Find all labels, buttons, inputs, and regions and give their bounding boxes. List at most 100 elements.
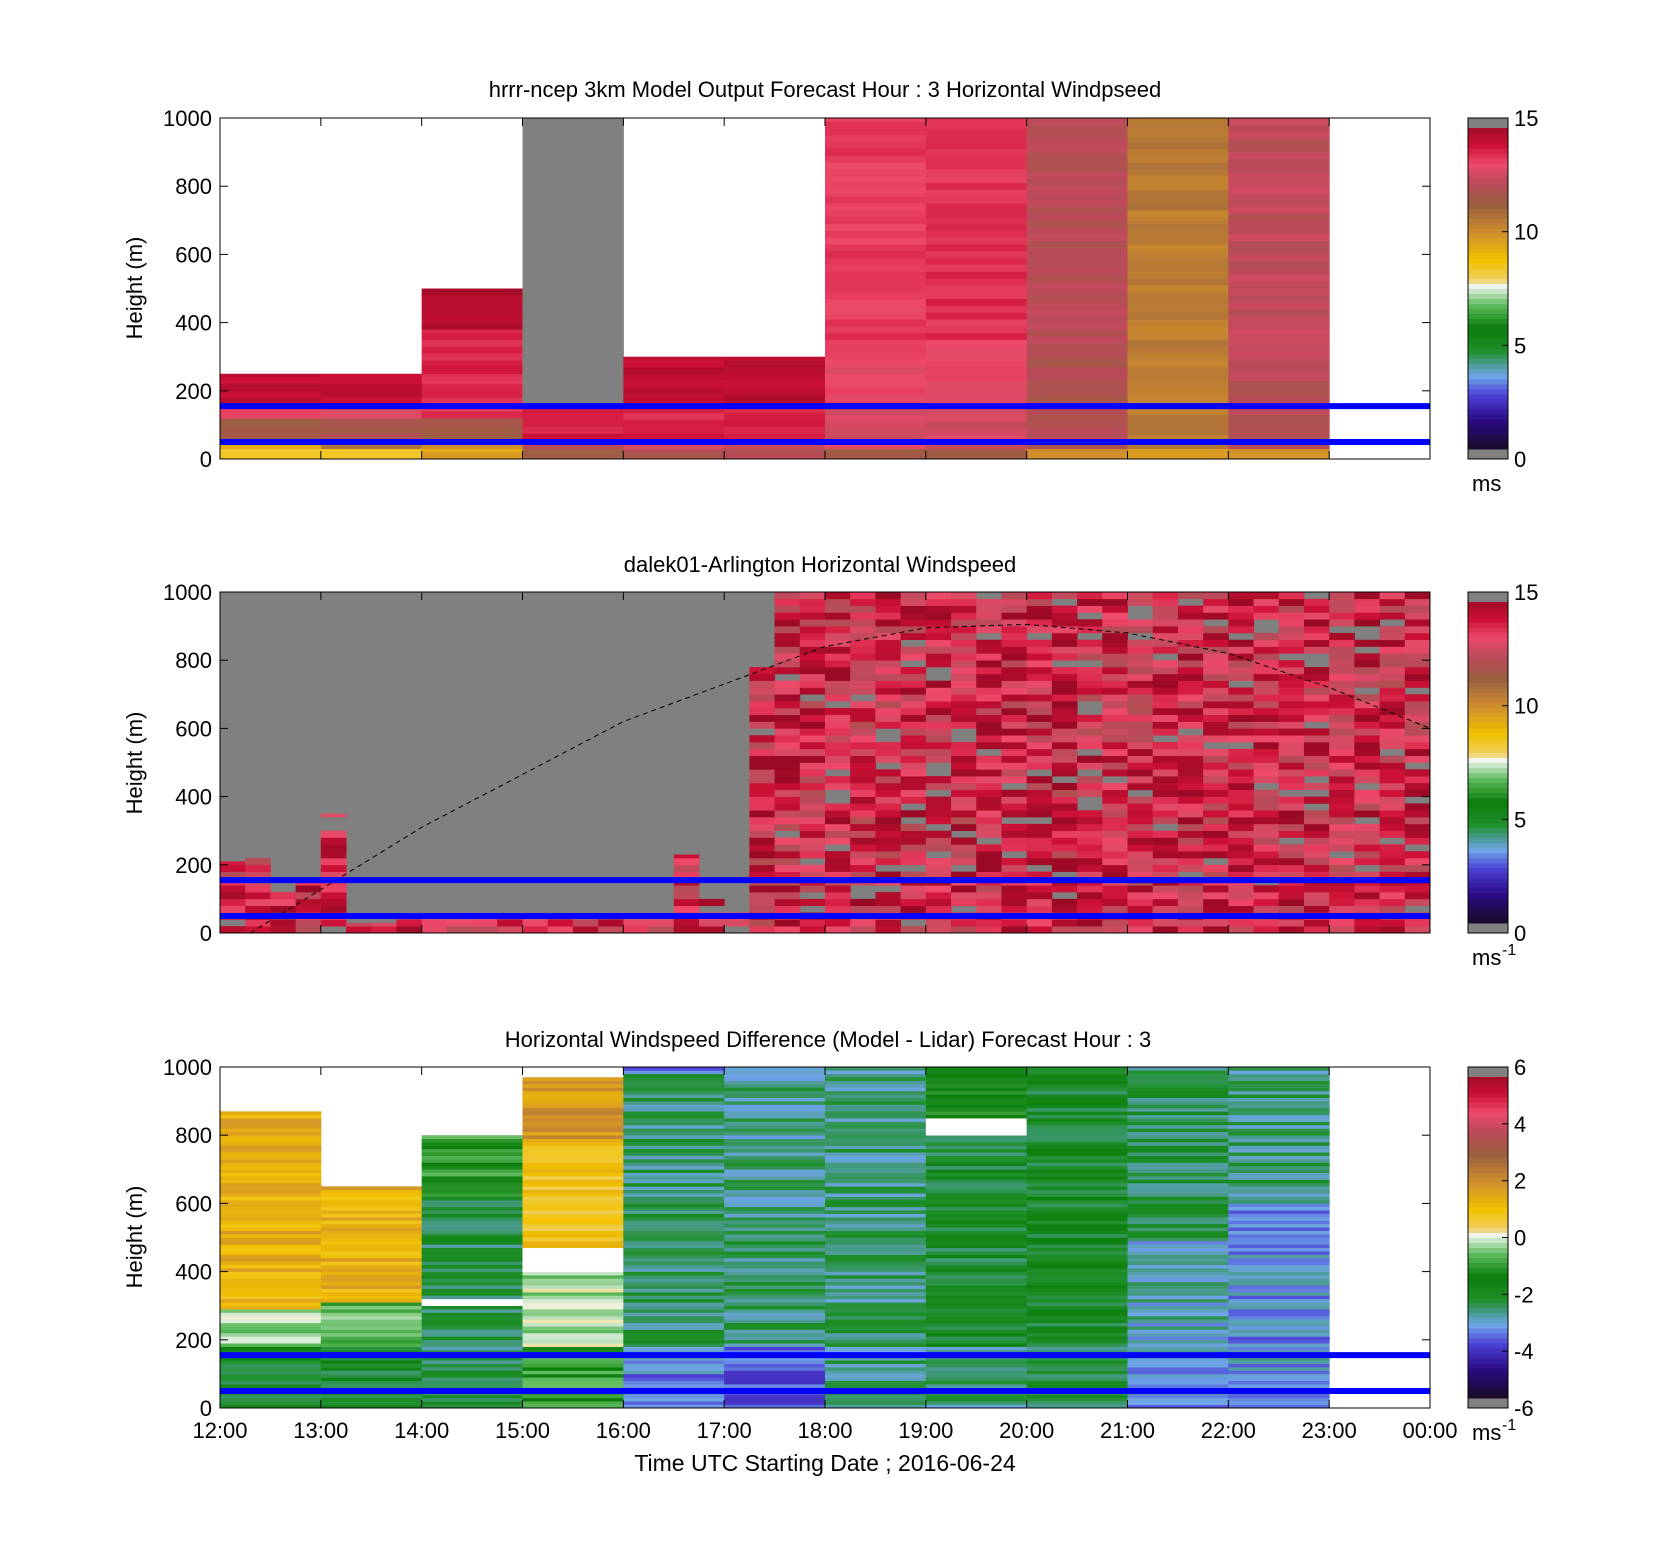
heatmap-cell (1253, 694, 1280, 702)
heatmap-cell (1278, 776, 1305, 784)
heatmap-cell (1127, 694, 1154, 702)
heatmap-cell (825, 619, 851, 627)
heatmap-cell (1379, 701, 1406, 709)
heatmap-cell (522, 1302, 624, 1306)
heatmap-cell (1077, 892, 1103, 900)
heatmap-cell (623, 1084, 725, 1088)
colorbar-unit: ms (1472, 471, 1501, 496)
heatmap-cell (1026, 626, 1053, 634)
x-tick-label: 15:00 (495, 1418, 550, 1443)
heatmap-cell (1354, 803, 1381, 811)
heatmap-cell (799, 714, 826, 722)
heatmap-cell (1127, 1319, 1229, 1324)
heatmap-cell (1026, 1309, 1128, 1313)
heatmap-cell (1303, 905, 1330, 913)
colorbar-swatch (1468, 1207, 1508, 1213)
heatmap-cell (1152, 796, 1179, 804)
colorbar-swatch (1468, 1337, 1508, 1344)
heatmap-cell (1026, 823, 1053, 831)
heatmap-cell (925, 1319, 1028, 1324)
heatmap-cell (925, 844, 952, 852)
colorbar-unit-sup: -1 (1502, 942, 1516, 959)
heatmap-cell (1329, 817, 1355, 825)
heatmap-cell (1177, 721, 1204, 729)
heatmap-cell (1228, 240, 1330, 248)
heatmap-cell (1177, 810, 1204, 818)
heatmap-cell (825, 1176, 927, 1180)
colorbar-swatch (1468, 772, 1508, 779)
heatmap-cell (1152, 837, 1179, 845)
heatmap-cell (925, 905, 952, 913)
heatmap-cell (1127, 714, 1154, 722)
heatmap-cell (951, 680, 977, 688)
heatmap-cell (1127, 421, 1229, 429)
heatmap-cell (1404, 707, 1430, 716)
heatmap-cell (774, 796, 801, 804)
heatmap-cell (522, 412, 624, 421)
heatmap-cell (320, 1196, 423, 1201)
heatmap-cell (1228, 660, 1255, 668)
heatmap-cell (1127, 118, 1229, 122)
heatmap-cell (1127, 1097, 1229, 1102)
heatmap-cell (749, 721, 776, 729)
colorbar-swatch (1468, 647, 1508, 653)
heatmap-cell (1001, 592, 1028, 600)
heatmap-cell (1077, 598, 1103, 606)
heatmap-cell (421, 1373, 523, 1378)
heatmap-cell (1026, 165, 1128, 173)
heatmap-cell (1102, 660, 1128, 668)
heatmap-cell (1127, 701, 1154, 709)
heatmap-cell (825, 1268, 927, 1272)
heatmap-cell (925, 1234, 1028, 1238)
heatmap-cell (1404, 673, 1430, 681)
heatmap-cell (724, 373, 826, 381)
heatmap-cell (825, 1244, 927, 1249)
heatmap-cell (925, 926, 952, 933)
heatmap-cell (1228, 124, 1330, 132)
heatmap-cell (220, 926, 246, 933)
heatmap-cell (724, 394, 826, 402)
heatmap-cell (1026, 892, 1053, 900)
heatmap-cell (1253, 830, 1280, 838)
heatmap-cell (1026, 274, 1128, 282)
colorbar-swatch (1468, 762, 1508, 769)
heatmap-cell (1152, 660, 1179, 668)
heatmap-cell (220, 1336, 322, 1341)
panel-title: dalek01-Arlington Horizontal Windspeed (624, 552, 1017, 577)
heatmap-cell (724, 1203, 826, 1208)
heatmap-cell (320, 1312, 423, 1317)
heatmap-cell (1228, 1271, 1330, 1276)
heatmap-cell (1228, 1101, 1330, 1105)
heatmap-cell (925, 326, 1028, 334)
heatmap-cell (951, 823, 977, 831)
heatmap-cell (1127, 141, 1229, 149)
heatmap-cell (825, 118, 927, 122)
heatmap-cell (220, 1295, 322, 1300)
heatmap-cell (850, 817, 876, 825)
heatmap-cell (320, 1350, 423, 1354)
heatmap-cell (1026, 1247, 1128, 1252)
heatmap-cell (799, 742, 826, 750)
heatmap-cell (1354, 680, 1381, 688)
heatmap-cell (1228, 1281, 1330, 1286)
heatmap-cell (951, 660, 977, 668)
heatmap-cell (1228, 1230, 1330, 1235)
heatmap-cell (976, 823, 1002, 831)
heatmap-cell (1228, 1309, 1330, 1313)
heatmap-cell (1026, 653, 1053, 661)
heatmap-cell (925, 312, 1028, 320)
heatmap-cell (724, 1084, 826, 1088)
heatmap-cell (875, 844, 902, 852)
heatmap-cell (1228, 1107, 1330, 1112)
colorbar-swatch (1468, 697, 1508, 703)
heatmap-cell (421, 433, 523, 441)
heatmap-cell (1253, 598, 1280, 606)
heatmap-cell (421, 308, 523, 317)
colorbar-swatch (1468, 1157, 1508, 1163)
heatmap-cell (1127, 1247, 1229, 1252)
heatmap-cell (925, 1189, 1028, 1194)
heatmap-cell (925, 1217, 1028, 1221)
heatmap-cell (1303, 926, 1330, 933)
heatmap-cell (1127, 1343, 1229, 1347)
heatmap-cell (1026, 288, 1128, 296)
